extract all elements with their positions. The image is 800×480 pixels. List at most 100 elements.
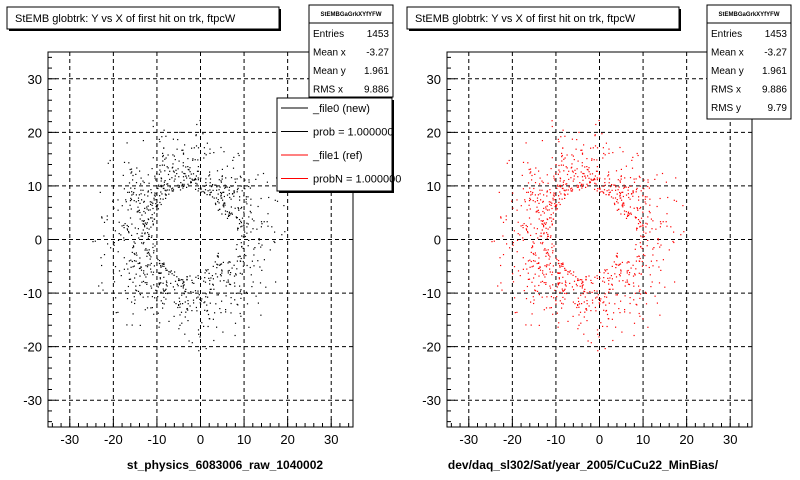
data-point	[565, 282, 567, 284]
data-point	[178, 304, 180, 306]
data-point	[253, 265, 255, 267]
data-point	[530, 251, 532, 253]
data-point	[645, 203, 647, 205]
data-point	[548, 201, 550, 203]
data-point	[539, 177, 541, 179]
data-point	[174, 289, 176, 291]
data-point	[540, 199, 542, 201]
data-point	[144, 207, 146, 209]
data-point	[139, 294, 141, 296]
data-point	[159, 198, 162, 200]
data-point	[564, 269, 566, 271]
data-point	[180, 182, 182, 184]
data-point	[528, 168, 530, 171]
data-point	[575, 173, 577, 175]
data-point	[179, 279, 181, 281]
data-point	[150, 262, 152, 264]
data-point	[665, 221, 667, 223]
data-point	[238, 154, 240, 157]
data-point	[493, 240, 495, 242]
data-point	[639, 257, 641, 260]
data-point	[143, 181, 145, 184]
data-point	[136, 211, 138, 213]
data-point	[583, 290, 585, 292]
data-point	[243, 211, 245, 213]
data-point	[645, 264, 647, 267]
data-point	[616, 199, 618, 201]
data-point	[635, 189, 638, 191]
data-point	[619, 195, 621, 197]
data-point	[656, 302, 658, 304]
data-point	[166, 292, 169, 295]
data-point	[171, 273, 173, 275]
data-point	[117, 209, 119, 211]
data-point	[551, 223, 553, 225]
data-point	[590, 279, 592, 281]
data-point	[179, 306, 181, 308]
data-point	[115, 297, 117, 299]
data-point	[643, 231, 645, 233]
data-point	[555, 204, 557, 206]
data-point	[639, 207, 641, 210]
data-point	[584, 296, 586, 298]
x-axis-caption: st_physics_6083006_raw_1040002	[127, 458, 323, 472]
data-point	[154, 195, 156, 197]
data-point	[183, 293, 185, 295]
data-point	[198, 188, 200, 190]
data-point	[166, 189, 168, 191]
data-point	[103, 254, 106, 256]
data-point	[140, 269, 143, 271]
data-point	[160, 282, 162, 284]
data-point	[254, 247, 256, 249]
data-point	[649, 204, 651, 206]
data-point	[246, 203, 248, 205]
data-point	[557, 173, 559, 175]
data-point	[616, 193, 618, 195]
data-point	[206, 270, 208, 272]
data-point	[160, 184, 162, 186]
data-point	[594, 135, 596, 137]
data-point	[126, 324, 128, 326]
data-point	[195, 145, 198, 147]
data-point	[229, 214, 231, 217]
data-point	[591, 299, 594, 301]
data-point	[554, 289, 556, 291]
data-point	[198, 294, 200, 296]
data-point	[183, 172, 185, 175]
data-point	[646, 196, 648, 198]
data-point	[205, 182, 207, 184]
data-point	[231, 185, 233, 187]
data-point	[239, 175, 241, 177]
data-point	[577, 304, 579, 306]
data-point	[143, 201, 145, 203]
data-point	[252, 281, 254, 283]
data-point	[546, 190, 548, 192]
data-point	[652, 248, 654, 250]
data-point	[564, 157, 566, 159]
data-point	[137, 228, 139, 230]
data-point	[145, 276, 147, 278]
data-point	[159, 169, 161, 171]
data-point	[155, 289, 157, 291]
data-point	[636, 229, 638, 231]
data-point	[632, 195, 634, 197]
data-point	[143, 220, 145, 222]
data-point	[165, 288, 167, 290]
data-point	[667, 196, 669, 199]
data-point	[249, 266, 251, 269]
data-point	[172, 286, 174, 288]
data-point	[136, 233, 138, 235]
data-point	[135, 273, 137, 275]
data-point	[209, 178, 212, 180]
data-point	[236, 217, 238, 219]
data-point	[596, 277, 598, 279]
data-point	[125, 201, 127, 203]
data-point	[162, 156, 164, 158]
data-point	[552, 199, 554, 201]
data-point	[137, 200, 140, 202]
data-point	[583, 173, 585, 175]
data-point	[683, 231, 685, 233]
data-point	[670, 226, 672, 228]
data-point	[182, 149, 184, 151]
data-point	[666, 225, 668, 227]
